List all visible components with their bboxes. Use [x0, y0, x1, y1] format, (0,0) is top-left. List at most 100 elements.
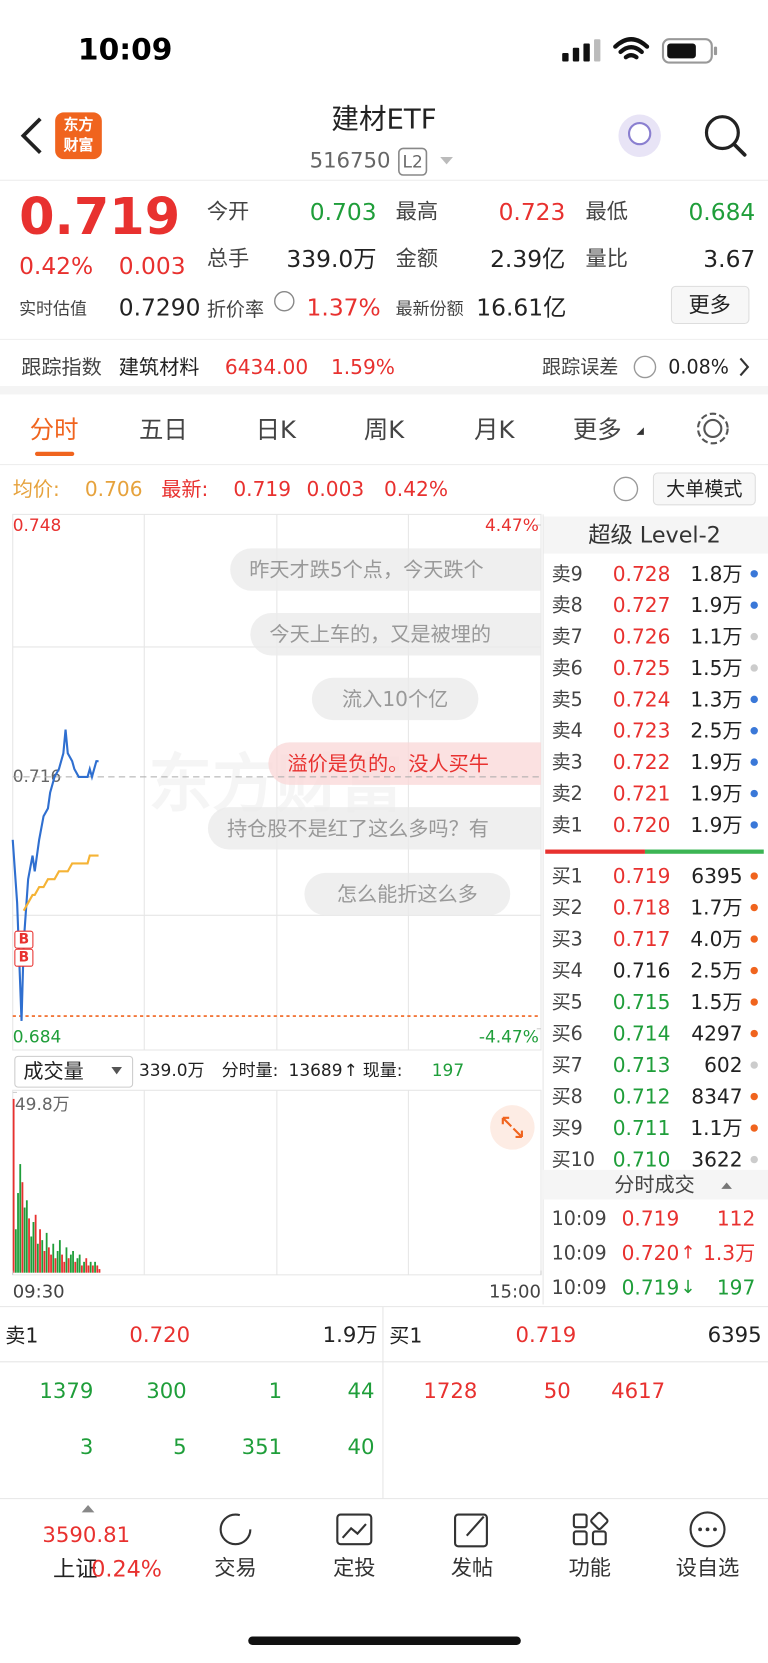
comment-text: 昨天才跌5个点，今天跌个: [249, 558, 483, 582]
queue-price: 0.720: [129, 1323, 190, 1348]
volume-bar: [32, 1222, 35, 1273]
field-value: 0.7290: [119, 294, 201, 322]
volume-minute-label: 分时量:: [222, 1061, 279, 1081]
book-label: 买6: [552, 1022, 583, 1045]
nav-item[interactable]: 交易: [214, 1556, 256, 1581]
comment-bubble: [207, 807, 541, 850]
queue-order: 50: [544, 1379, 571, 1404]
book-label: 买8: [552, 1085, 583, 1108]
expand-button[interactable]: [490, 1105, 535, 1150]
more-label[interactable]: 更多: [688, 293, 730, 318]
volume-bar: [78, 1254, 81, 1273]
help-icon[interactable]: [613, 476, 639, 502]
trade-time: 10:09: [552, 1207, 607, 1230]
queue-order: 5: [173, 1435, 187, 1460]
comment-bubble: [250, 613, 541, 656]
y2-tick-label: 4.47%: [485, 516, 539, 536]
volume-bar: [91, 1265, 94, 1273]
more-button[interactable]: [670, 285, 750, 325]
field-label: 实时估值: [19, 300, 87, 320]
book-dot: [750, 1092, 758, 1101]
tab[interactable]: 分时: [30, 415, 79, 444]
nav-item[interactable]: 功能: [569, 1556, 611, 1581]
volume-bar: [21, 1182, 24, 1273]
level-badge: L2: [403, 152, 423, 172]
y2-tick-label: -4.47%: [479, 1027, 539, 1047]
change-pct: 0.42%: [19, 252, 93, 280]
comments: 昨天才跌5个点，今天跌个今天上车的，又是被埋的流入10个亿溢价是负的。没人买牛持…: [207, 548, 541, 916]
volume-current-label: 现量:: [363, 1061, 403, 1081]
book-label: 卖1: [552, 813, 583, 836]
tab[interactable]: 月K: [474, 415, 515, 444]
book-dot: [750, 1061, 758, 1069]
comment-text: 流入10个亿: [342, 687, 448, 711]
field-value: 339.0万: [286, 245, 376, 273]
field-label: 最新份额: [396, 300, 464, 320]
book-volume: 1.1万: [690, 1116, 742, 1140]
queue-order: 44: [347, 1379, 374, 1404]
book-volume: 4297: [691, 1022, 742, 1046]
nav-item[interactable]: 定投: [333, 1556, 375, 1581]
volume-bar: [17, 1193, 19, 1273]
book-price: 0.722: [613, 750, 671, 774]
y-tick-label: 0.748: [13, 516, 62, 536]
info-icon[interactable]: [274, 290, 295, 312]
back-button[interactable]: [20, 117, 42, 155]
help-icon[interactable]: [633, 355, 657, 379]
volume-bar: [36, 1243, 39, 1273]
settings-button[interactable]: [703, 418, 723, 439]
book-label: 卖6: [552, 656, 583, 679]
queue-price: 0.719: [516, 1323, 577, 1348]
summary-last: 0.719: [233, 477, 291, 501]
tab[interactable]: 周K: [364, 415, 405, 444]
nav-item[interactable]: 发帖: [451, 1556, 493, 1581]
queue-order: 4617: [611, 1379, 665, 1404]
collapse-arrow[interactable]: [721, 1182, 732, 1189]
summary-change: 0.003: [307, 477, 365, 501]
icon-func: [591, 1530, 607, 1546]
nav-item[interactable]: 设自选: [676, 1556, 740, 1581]
book-volume: 1.9万: [690, 782, 742, 806]
index-value[interactable]: 3590.81: [42, 1523, 130, 1548]
volume-bar: [45, 1232, 48, 1273]
battery-level: [667, 43, 696, 59]
book-dot: [750, 872, 758, 880]
mode-button[interactable]: [652, 472, 756, 506]
book-label: 卖3: [552, 751, 583, 774]
volume-bar: [74, 1261, 77, 1273]
field-label: 金额: [396, 246, 438, 271]
book-dot: [750, 821, 758, 829]
select-arrow: [111, 1066, 122, 1075]
chevron[interactable]: [739, 357, 750, 377]
book-volume: 8347: [691, 1085, 742, 1109]
signal-bar: [594, 39, 601, 62]
volume-title[interactable]: 成交量: [23, 1059, 83, 1083]
volume-bar: [12, 1098, 15, 1273]
tracking-label: 跟踪指数: [21, 355, 102, 379]
icon-watch: [689, 1511, 726, 1548]
price-line: [11, 729, 99, 1021]
index-expand[interactable]: [81, 1504, 95, 1513]
book-label: 买4: [552, 959, 583, 982]
tab[interactable]: 日K: [256, 415, 297, 444]
volume-bar: [28, 1218, 30, 1273]
book-price: 0.724: [613, 687, 671, 711]
book-label: 买2: [552, 896, 583, 919]
queue-order: 300: [146, 1379, 186, 1404]
trade-arrow: ↓: [680, 1277, 695, 1298]
indicator-select[interactable]: [14, 1055, 134, 1088]
tab[interactable]: 五日: [139, 415, 188, 444]
queue-order: 1728: [423, 1379, 477, 1404]
book-price: 0.726: [613, 625, 671, 649]
index-pct: 0.24%: [91, 1557, 162, 1583]
home-indicator: [248, 1636, 521, 1645]
search-button[interactable]: [704, 115, 740, 151]
dropdown-arrow[interactable]: [440, 156, 453, 165]
tab[interactable]: 更多: [573, 415, 622, 444]
book-price: 0.713: [613, 1053, 671, 1077]
mode-label[interactable]: 大单模式: [666, 477, 742, 500]
book-dot: [750, 998, 758, 1006]
summary-avg: 0.706: [85, 477, 143, 501]
field-label: 折价率: [207, 298, 264, 321]
field-label: 最低: [586, 200, 628, 225]
